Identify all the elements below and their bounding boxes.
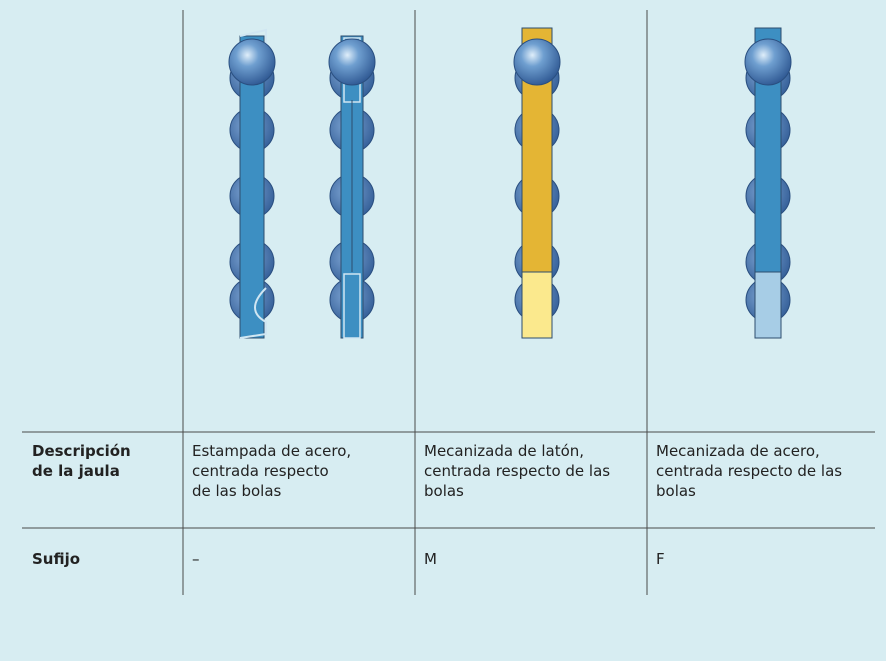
row-label: Sufijo (32, 550, 81, 568)
cell: F (656, 550, 665, 568)
cell: M (424, 550, 437, 568)
shape (343, 273, 361, 339)
cell: Mecanizada de latón, centrada respecto d… (424, 442, 611, 500)
shape (521, 271, 553, 339)
shape (228, 38, 276, 86)
shape (239, 35, 265, 339)
row-label: Descripción de la jaula (32, 442, 131, 480)
shape (239, 28, 267, 339)
grid-lines (22, 10, 875, 595)
cell: Mecanizada de acero, centrada respecto d… (656, 442, 843, 500)
shape (513, 38, 561, 86)
shape (744, 38, 792, 86)
shape (328, 38, 376, 86)
cell: Estampada de acero, centrada respecto de… (192, 442, 352, 500)
cell: – (192, 550, 200, 568)
shape (754, 271, 782, 339)
cage-drawings (228, 27, 792, 339)
